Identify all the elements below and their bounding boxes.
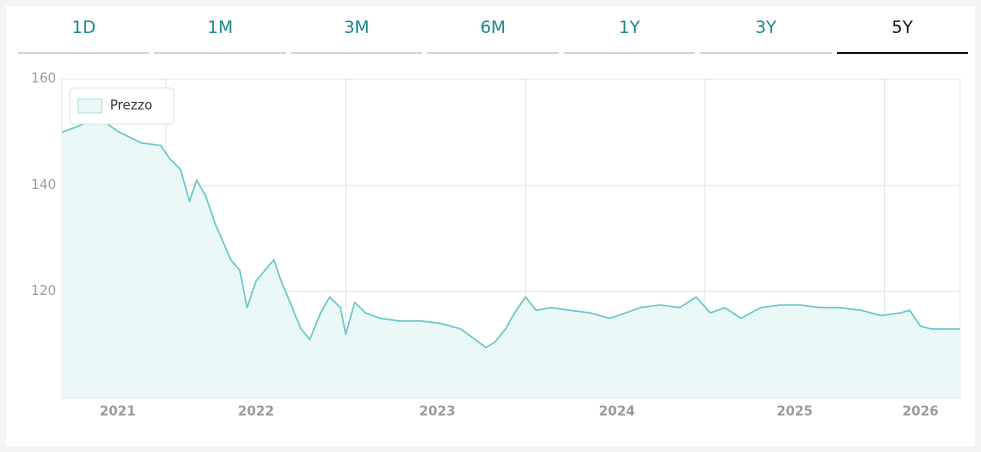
legend-label: Prezzo — [110, 99, 152, 114]
y-tick-label: 140 — [31, 178, 56, 193]
area — [62, 118, 960, 399]
legend-swatch — [77, 98, 103, 114]
legend-box — [69, 87, 175, 125]
range-tab[interactable]: 1M — [154, 6, 286, 54]
legend: Prezzo — [69, 87, 175, 125]
x-tick-label: 2024 — [599, 405, 635, 420]
chart: 120 140 160 2021 2022 2023 2024 2025 2026 Prezzo — [31, 72, 961, 420]
x-tick-label: 2025 — [777, 405, 813, 420]
price-line — [61, 118, 960, 349]
y-tick-label: 160 — [31, 72, 56, 87]
range-tab[interactable]: 3M — [290, 6, 423, 54]
range-tab[interactable]: 5Y — [836, 6, 968, 54]
x-tick-label: 2023 — [419, 405, 455, 420]
range-tab[interactable]: 3Y — [700, 6, 832, 54]
range-tab[interactable]: 6M — [427, 6, 559, 54]
range-tab[interactable]: 1D — [18, 6, 150, 54]
x-tick-label: 2026 — [902, 405, 938, 420]
range-tabs: 1D 1M 3M 6M 1Y 3Y 5Y — [18, 6, 968, 54]
range-tab[interactable]: 1Y — [563, 6, 696, 54]
card: 1D 1M 3M 6M 1Y 3Y 5Y 120 140 160 2021 2022 2023 2024… — [6, 6, 975, 446]
x-tick-label: 2022 — [238, 405, 274, 420]
y-tick-label: 120 — [31, 284, 56, 299]
x-tick-label: 2021 — [100, 405, 136, 420]
